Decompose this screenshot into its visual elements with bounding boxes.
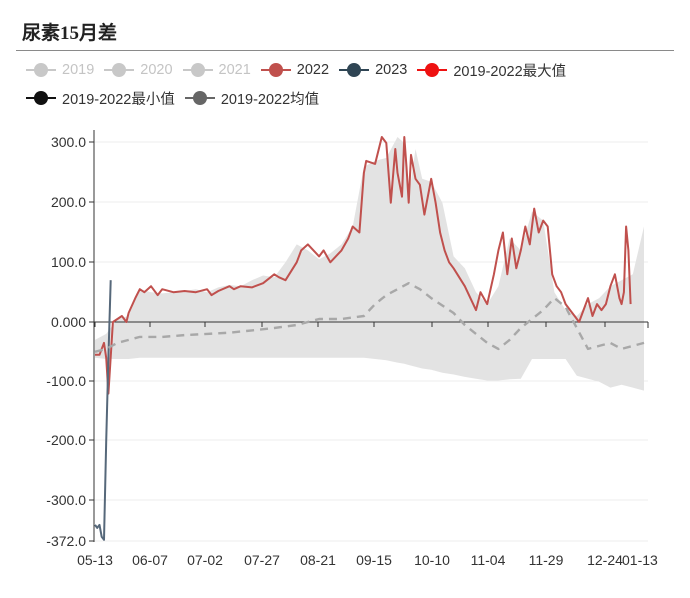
legend: 2019 2020 2021 2022 2023 2019-2022最大值 20… xyxy=(26,56,676,112)
legend-marker-icon xyxy=(184,91,215,105)
title-divider xyxy=(16,50,674,51)
legend-marker-icon xyxy=(26,63,56,77)
x-tick-label: 06-07 xyxy=(132,552,168,568)
y-tick-label: -300.0 xyxy=(46,492,86,508)
series-line-2022 xyxy=(95,136,632,395)
legend-label: 2021 xyxy=(218,62,251,78)
legend-marker-icon xyxy=(260,63,291,77)
x-tick-label: 08-21 xyxy=(300,552,336,568)
legend-item-2022[interactable]: 2022 xyxy=(260,62,330,78)
legend-item-2023[interactable]: 2023 xyxy=(339,62,407,78)
series-line-2023 xyxy=(94,280,112,541)
legend-label: 2019-2022均值 xyxy=(220,91,320,108)
y-tick-label: -372.0 xyxy=(46,533,86,549)
legend-marker-icon xyxy=(182,63,213,77)
legend-marker-icon xyxy=(417,63,448,77)
legend-label: 2020 xyxy=(140,62,173,78)
legend-row-1: 2019 2020 2021 2022 2023 2019-2022最大值 xyxy=(26,56,676,84)
legend-label: 2019-2022最小值 xyxy=(62,91,175,108)
y-tick-label: 200.0 xyxy=(51,194,86,210)
legend-item-2021[interactable]: 2021 xyxy=(182,62,251,78)
legend-label: 2019 xyxy=(62,62,95,78)
grid-lines xyxy=(94,141,648,542)
legend-item-2019[interactable]: 2019 xyxy=(26,62,94,78)
legend-marker-icon xyxy=(26,91,56,105)
x-tick-label: 07-27 xyxy=(244,552,280,568)
legend-item-max[interactable]: 2019-2022最大值 xyxy=(417,60,566,81)
legend-item-min[interactable]: 2019-2022最小值 xyxy=(26,88,175,109)
range-band-area xyxy=(95,137,644,391)
legend-label: 2022 xyxy=(296,62,330,78)
y-tick-label: -200.0 xyxy=(46,432,86,448)
x-tick-label: 05-13 xyxy=(77,552,113,568)
y-tick-label: 300.0 xyxy=(51,134,86,150)
y-tick-label: 100.0 xyxy=(51,254,86,270)
chart-title: 尿素15月差 xyxy=(22,23,118,44)
x-tick-label: 11-29 xyxy=(529,552,564,568)
legend-row-2: 2019-2022最小值 2019-2022均值 xyxy=(26,84,676,112)
y-tick-label: 0.000 xyxy=(51,314,86,330)
legend-marker-icon xyxy=(339,63,370,77)
legend-item-mean[interactable]: 2019-2022均值 xyxy=(184,88,320,109)
series-line-2019-2022均值 xyxy=(94,282,645,353)
x-tick-label: 09-15 xyxy=(356,552,392,568)
legend-label: 2023 xyxy=(375,62,408,78)
x-tick-label: 07-02 xyxy=(187,552,223,568)
x-tick-label: 11-04 xyxy=(471,552,506,568)
x-tick-label: 01-13 xyxy=(622,552,658,568)
legend-marker-icon xyxy=(104,63,135,77)
y-tick-label: -100.0 xyxy=(46,373,86,389)
x-tick-label: 10-10 xyxy=(414,552,450,568)
x-tick-label: 12-24 xyxy=(587,552,623,568)
legend-item-2020[interactable]: 2020 xyxy=(104,62,173,78)
legend-label: 2019-2022最大值 xyxy=(453,63,567,80)
